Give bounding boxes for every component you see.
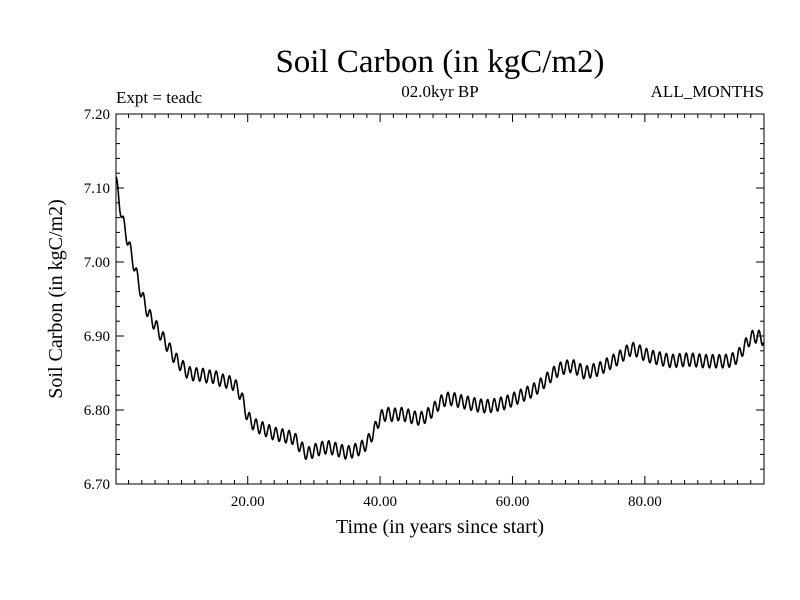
x-tick-label: 80.00 — [628, 494, 662, 510]
x-tick-label: 60.00 — [496, 494, 530, 510]
y-tick-label: 6.90 — [84, 329, 110, 345]
y-tick-label: 7.00 — [84, 255, 110, 271]
months-label: ALL_MONTHS — [651, 82, 764, 101]
x-axis-label: Time (in years since start) — [336, 516, 544, 538]
y-axis: 6.70 6.80 6.90 7.00 7.10 7.20 — [84, 107, 764, 493]
chart-title: Soil Carbon (in kgC/m2) — [275, 44, 604, 80]
y-tick-label: 7.10 — [84, 181, 110, 197]
x-axis: 20.00 40.00 60.00 80.00 — [128, 114, 752, 510]
y-tick-label: 7.20 — [84, 107, 110, 123]
y-tick-label: 6.70 — [84, 477, 110, 493]
y-axis-label: Soil Carbon (in kgC/m2) — [45, 199, 67, 398]
soil-carbon-series-line — [115, 176, 765, 461]
x-tick-label: 20.00 — [231, 494, 265, 510]
y-tick-label: 6.80 — [84, 403, 110, 419]
experiment-label: Expt = teadc — [116, 88, 203, 107]
plot-frame — [115, 113, 765, 485]
x-tick-label: 40.00 — [363, 494, 397, 510]
period-label: 02.0kyr BP — [401, 82, 478, 101]
